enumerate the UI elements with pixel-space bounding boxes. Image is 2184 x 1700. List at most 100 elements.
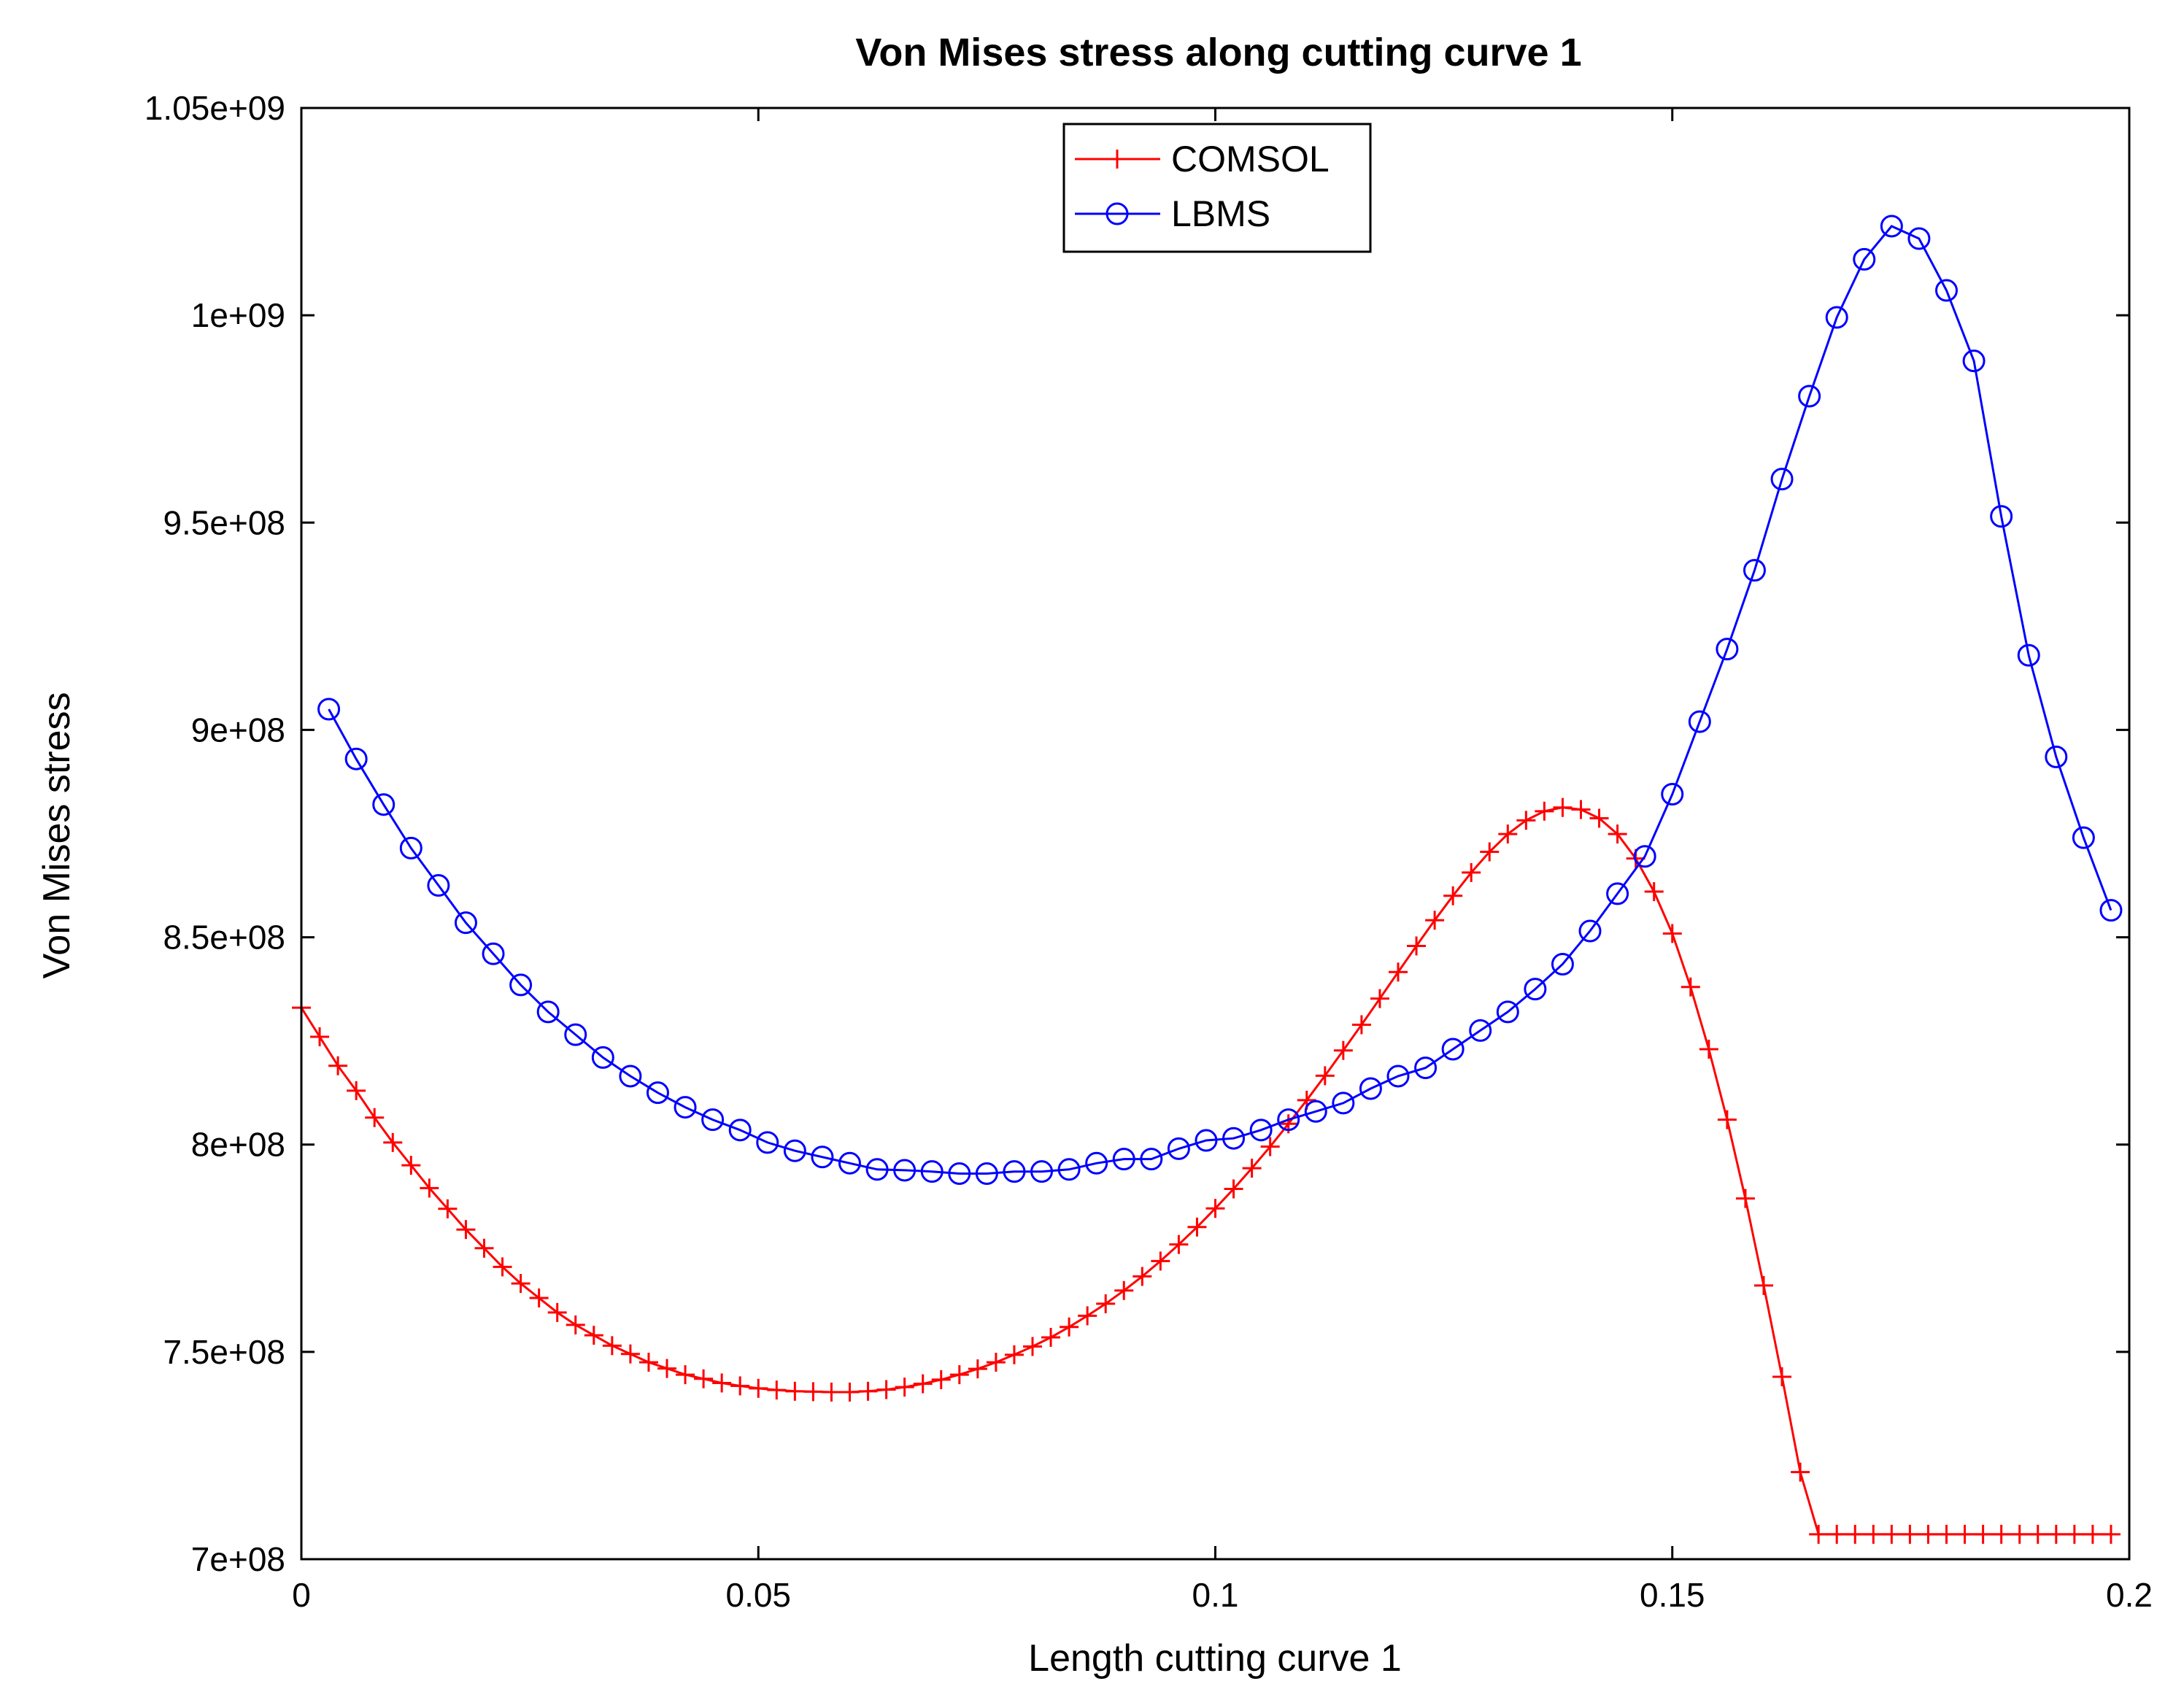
data-point-comsol	[401, 1156, 421, 1175]
data-point-lbms	[372, 793, 395, 816]
data-point-lbms	[1222, 1127, 1246, 1150]
legend-label-comsol: COMSOL	[1171, 139, 1330, 179]
data-point-lbms	[536, 1000, 560, 1024]
data-point-comsol	[584, 1326, 603, 1345]
data-point-comsol	[602, 1336, 622, 1356]
x-tick-label: 0.1	[1192, 1576, 1239, 1614]
data-point-comsol	[2064, 1524, 2084, 1544]
data-point-comsol	[968, 1359, 987, 1379]
data-point-lbms	[591, 1046, 614, 1069]
data-point-comsol	[1315, 1066, 1335, 1086]
data-point-lbms	[317, 698, 341, 721]
data-point-comsol	[1717, 1110, 1737, 1129]
data-point-comsol	[383, 1132, 403, 1152]
data-point-comsol	[310, 1027, 330, 1046]
y-tick-label: 7e+08	[191, 1540, 285, 1578]
legend-marker-point-lbms	[1105, 202, 1129, 225]
x-axis-label: Length cutting curve 1	[1028, 1637, 1402, 1680]
legend-label-lbms: LBMS	[1171, 193, 1270, 234]
data-point-comsol	[840, 1382, 860, 1402]
data-point-comsol	[1973, 1524, 1993, 1544]
data-point-comsol	[1955, 1524, 1975, 1544]
data-point-lbms	[1441, 1038, 1465, 1061]
data-point-lbms	[1140, 1148, 1163, 1171]
data-point-comsol	[2028, 1524, 2048, 1544]
plot-series	[292, 215, 2123, 1544]
data-point-lbms	[1277, 1108, 1300, 1132]
legend-marker-lbms	[1105, 202, 1129, 225]
data-point-lbms	[1962, 349, 1986, 373]
data-point-comsol	[547, 1302, 567, 1322]
data-point-lbms	[1551, 953, 1574, 976]
data-point-comsol	[1443, 886, 1463, 905]
data-point-lbms	[893, 1159, 917, 1182]
data-point-lbms	[454, 911, 477, 935]
data-point-comsol	[493, 1257, 512, 1277]
data-point-comsol	[1735, 1189, 1755, 1208]
data-point-lbms	[1688, 710, 1711, 733]
data-point-comsol	[803, 1382, 823, 1402]
data-point-comsol	[1553, 797, 1573, 817]
data-point-comsol	[1023, 1337, 1042, 1356]
data-point-comsol	[986, 1353, 1006, 1372]
data-point-comsol	[1480, 842, 1500, 862]
data-point-lbms	[2017, 644, 2040, 667]
data-point-comsol	[1754, 1275, 1773, 1295]
data-point-comsol	[2083, 1524, 2102, 1544]
data-point-lbms	[1935, 279, 1958, 302]
data-point-comsol	[1827, 1524, 1847, 1544]
data-point-comsol	[1882, 1524, 1902, 1544]
data-point-comsol	[566, 1315, 585, 1334]
y-tick-label: 8e+08	[191, 1126, 285, 1164]
data-point-lbms	[1030, 1160, 1054, 1183]
data-point-comsol	[1462, 862, 1481, 882]
data-point-comsol	[858, 1381, 878, 1401]
data-point-lbms	[948, 1162, 971, 1185]
data-point-lbms	[2045, 745, 2068, 768]
data-point-lbms	[1057, 1158, 1081, 1181]
data-point-lbms	[728, 1118, 752, 1142]
data-point-lbms	[2099, 899, 2123, 922]
data-point-comsol	[913, 1374, 933, 1394]
data-point-lbms	[865, 1158, 889, 1181]
data-point-comsol	[1498, 824, 1518, 844]
data-point-comsol	[511, 1274, 530, 1294]
data-point-comsol	[1662, 924, 1682, 943]
data-point-lbms	[920, 1160, 944, 1183]
data-point-comsol	[712, 1373, 732, 1393]
data-point-lbms	[1195, 1129, 1218, 1152]
data-point-comsol	[638, 1353, 658, 1372]
data-point-comsol	[767, 1380, 787, 1400]
data-point-lbms	[756, 1131, 779, 1154]
data-point-comsol	[474, 1238, 494, 1258]
data-point-lbms	[427, 874, 450, 897]
data-point-comsol	[1041, 1327, 1061, 1347]
data-point-comsol	[529, 1288, 549, 1307]
data-point-lbms	[1469, 1019, 1492, 1042]
data-point-lbms	[1524, 978, 1547, 1001]
data-point-lbms	[838, 1151, 861, 1175]
data-point-comsol	[876, 1380, 896, 1399]
data-point-lbms	[1304, 1100, 1327, 1123]
data-point-lbms	[1907, 227, 1931, 250]
data-point-comsol	[438, 1199, 458, 1218]
data-point-comsol	[676, 1365, 695, 1385]
data-point-lbms	[701, 1108, 725, 1132]
data-point-comsol	[785, 1381, 805, 1401]
data-point-comsol	[456, 1220, 476, 1240]
data-point-comsol	[1132, 1267, 1152, 1286]
data-point-comsol	[931, 1369, 951, 1389]
data-point-lbms	[1003, 1160, 1026, 1183]
data-point-comsol	[1425, 911, 1445, 930]
legend-marker-comsol	[1108, 150, 1127, 169]
data-point-comsol	[1187, 1217, 1207, 1237]
data-point-lbms	[1332, 1092, 1355, 1115]
data-point-comsol	[1772, 1367, 1792, 1386]
data-point-comsol	[1991, 1524, 2011, 1544]
data-point-lbms	[399, 836, 422, 859]
data-point-comsol	[1389, 962, 1408, 982]
y-tick-label: 8.5e+08	[163, 919, 285, 957]
data-point-lbms	[1825, 306, 1848, 329]
data-point-lbms	[1578, 919, 1602, 943]
data-point-comsol	[1791, 1462, 1810, 1482]
